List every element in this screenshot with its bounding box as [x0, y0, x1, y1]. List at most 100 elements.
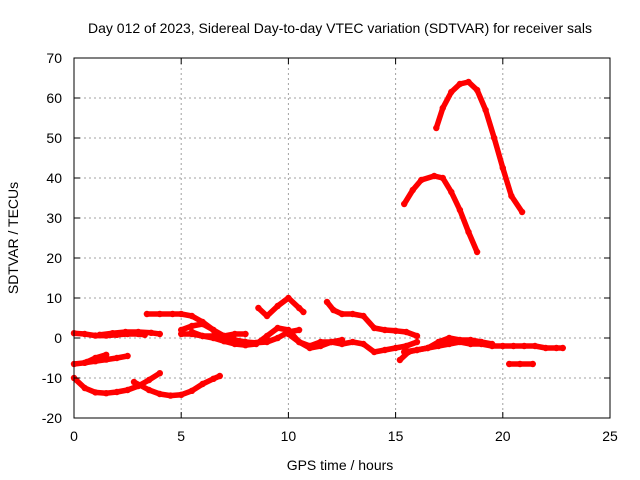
x-tick-label: 25	[602, 428, 618, 444]
data-point	[124, 352, 131, 360]
data-point	[295, 304, 303, 312]
data-point	[178, 391, 185, 398]
data-point	[306, 342, 313, 350]
data-point	[199, 320, 206, 328]
y-tick-label: 30	[46, 210, 62, 226]
data-point	[210, 334, 217, 342]
data-point	[156, 310, 163, 318]
data-point	[473, 86, 481, 94]
data-point	[143, 310, 151, 318]
data-point	[295, 338, 303, 346]
data-point	[124, 386, 131, 394]
data-point	[506, 360, 513, 368]
data-point	[456, 336, 464, 344]
y-axis-label: SDTVAR / TECUs	[5, 182, 21, 294]
x-tick-label: 5	[177, 428, 185, 444]
data-point	[83, 358, 91, 366]
x-tick-label: 15	[388, 428, 404, 444]
data-point	[156, 390, 163, 398]
y-tick-label: 20	[46, 250, 62, 266]
data-point	[439, 104, 446, 112]
data-point	[109, 330, 116, 337]
data-point	[103, 351, 110, 358]
data-point	[188, 328, 196, 336]
data-point	[274, 324, 281, 332]
data-point	[349, 338, 356, 346]
data-point	[413, 332, 421, 340]
chart-title: Day 012 of 2023, Sidereal Day-to-day VTE…	[88, 20, 592, 36]
data-point	[491, 134, 498, 142]
data-point	[113, 388, 121, 396]
data-point	[531, 342, 539, 350]
series-arc-17	[401, 172, 481, 256]
y-tick-label: 60	[46, 90, 62, 106]
data-point	[413, 338, 421, 346]
data-point	[360, 312, 367, 320]
data-point	[448, 88, 455, 96]
data-point	[435, 338, 442, 346]
data-point	[178, 330, 185, 338]
data-point	[465, 228, 472, 236]
data-point	[401, 348, 408, 356]
data-point	[188, 312, 196, 320]
data-point	[360, 340, 367, 348]
data-point	[418, 176, 425, 184]
data-point	[403, 342, 410, 350]
data-point	[446, 334, 453, 342]
data-point	[473, 248, 481, 256]
data-point	[210, 375, 217, 382]
data-point	[499, 164, 506, 172]
plot-frame	[73, 57, 611, 419]
series-arc-15	[401, 334, 496, 356]
data-point	[242, 342, 249, 349]
data-point	[188, 387, 196, 394]
series-arc-13	[323, 298, 421, 340]
y-tick-label: 0	[54, 330, 62, 346]
data-point	[328, 338, 335, 346]
data-point	[300, 308, 307, 316]
data-point	[145, 386, 153, 394]
series-arc-12	[285, 330, 421, 356]
data-point	[274, 302, 281, 310]
data-point	[521, 342, 528, 350]
data-point	[465, 78, 472, 86]
data-point	[274, 334, 281, 342]
series-arc-16	[506, 360, 536, 368]
data-point	[482, 106, 489, 114]
data-point	[542, 344, 549, 352]
data-point	[433, 124, 440, 132]
data-point	[220, 332, 228, 340]
data-point	[148, 329, 155, 336]
data-point	[92, 354, 99, 362]
data-point	[424, 344, 431, 352]
data-point	[135, 328, 142, 336]
data-point	[122, 328, 129, 336]
series-line	[324, 299, 420, 339]
data-point	[231, 330, 238, 338]
data-point	[242, 330, 249, 338]
data-point	[499, 342, 506, 350]
data-point	[263, 312, 271, 320]
data-point	[392, 344, 399, 352]
data-point	[103, 390, 110, 397]
data-point	[130, 378, 138, 386]
data-point	[285, 294, 292, 302]
data-point	[516, 360, 524, 368]
y-tick-label: 40	[46, 170, 62, 186]
data-point	[145, 376, 153, 384]
data-point	[216, 372, 223, 380]
data-point	[295, 326, 303, 334]
data-point	[518, 208, 526, 216]
x-axis-label: GPS time / hours	[287, 457, 394, 473]
data-point	[456, 80, 464, 88]
data-series	[70, 78, 566, 399]
y-tick-label: -10	[42, 370, 62, 386]
y-tick-label: 70	[46, 50, 62, 66]
x-tick-label: 10	[281, 428, 297, 444]
series-arc-02	[96, 328, 163, 338]
data-point	[559, 344, 566, 352]
data-point	[156, 330, 163, 338]
data-point	[169, 310, 176, 318]
data-point	[92, 389, 99, 396]
data-point	[330, 306, 337, 314]
